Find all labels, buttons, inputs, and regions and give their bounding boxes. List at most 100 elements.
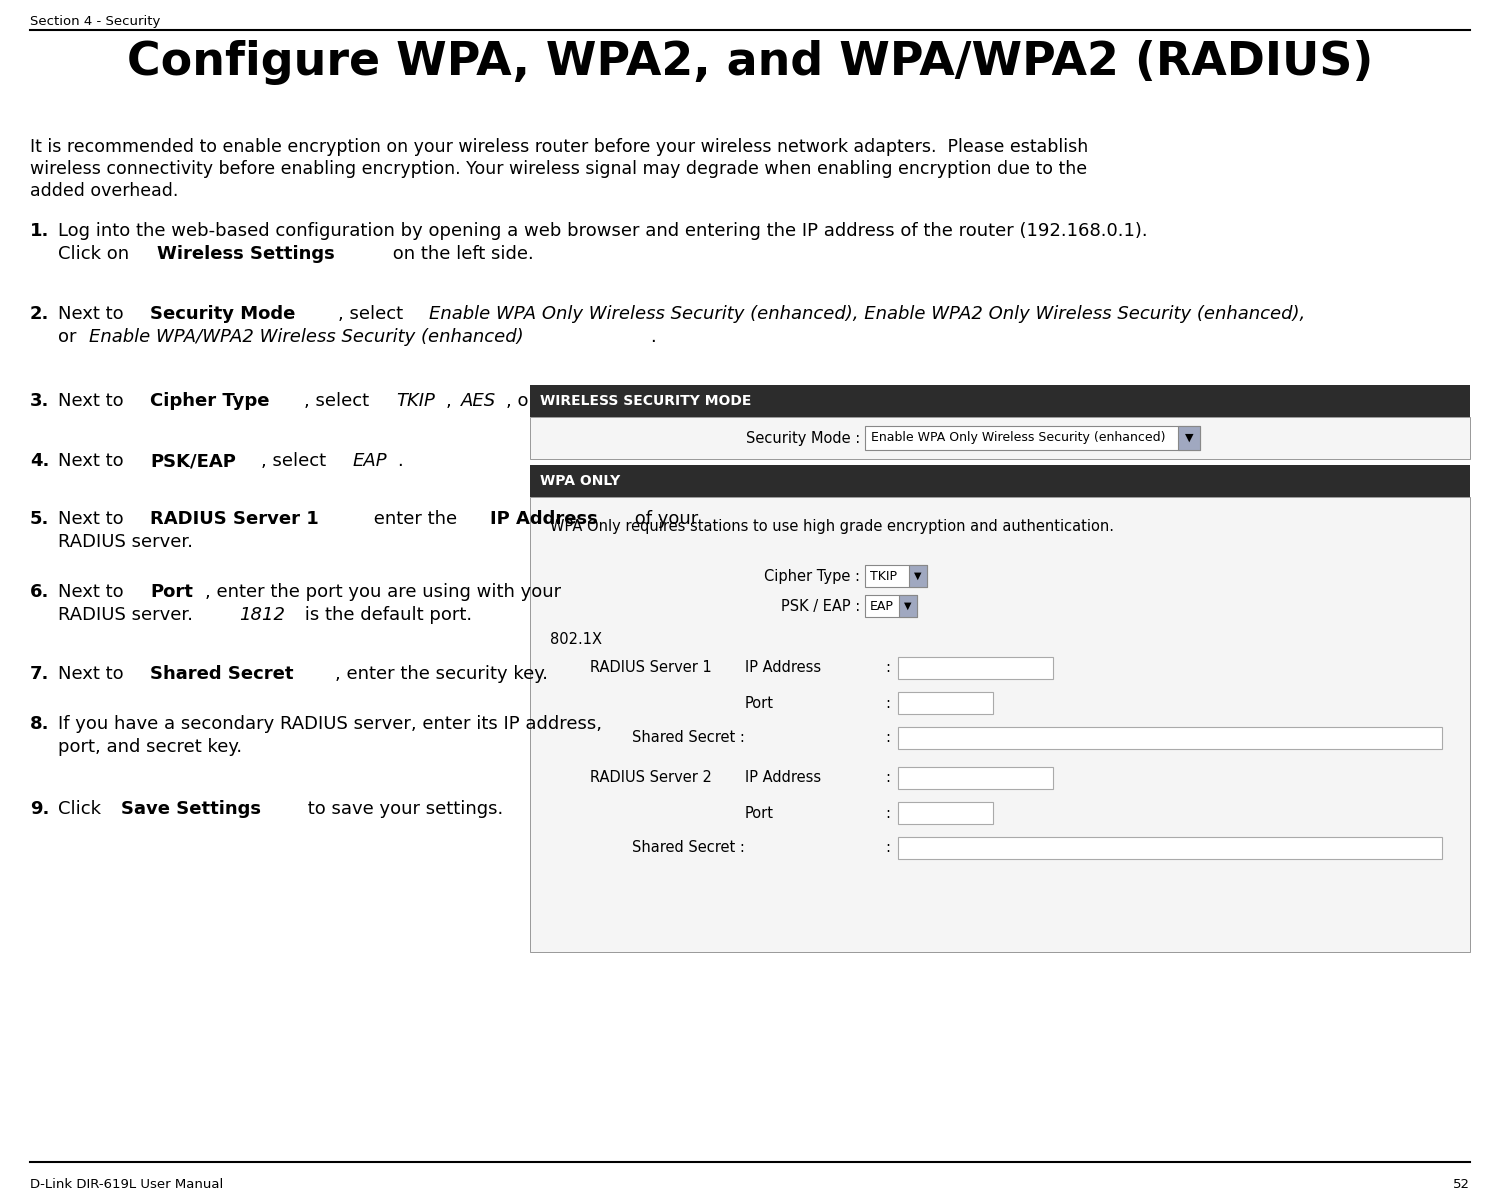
Text: 7.: 7. bbox=[30, 665, 50, 683]
Text: :: : bbox=[885, 840, 890, 856]
Text: EAP: EAP bbox=[870, 600, 894, 613]
Text: PSK / EAP :: PSK / EAP : bbox=[780, 598, 859, 614]
Text: :: : bbox=[885, 731, 890, 745]
Text: 4.: 4. bbox=[30, 452, 50, 470]
Text: Shared Secret :: Shared Secret : bbox=[632, 840, 746, 856]
Text: 802.1X: 802.1X bbox=[550, 632, 602, 647]
Text: Shared Secret: Shared Secret bbox=[150, 665, 294, 683]
Text: Next to: Next to bbox=[58, 392, 129, 410]
Text: ▼: ▼ bbox=[904, 601, 912, 611]
Bar bbox=[530, 417, 1470, 459]
Text: Port: Port bbox=[150, 583, 194, 601]
Text: WIRELESS SECURITY MODE: WIRELESS SECURITY MODE bbox=[540, 395, 752, 408]
Text: 5.: 5. bbox=[30, 510, 50, 528]
Text: is the default port.: is the default port. bbox=[298, 606, 472, 623]
Text: WPA Only requires stations to use high grade encryption and authentication.: WPA Only requires stations to use high g… bbox=[550, 519, 1114, 534]
Text: 2.: 2. bbox=[30, 305, 50, 323]
Text: Wireless Settings: Wireless Settings bbox=[158, 246, 334, 263]
Bar bbox=[898, 727, 1442, 749]
Text: PSK/EAP: PSK/EAP bbox=[150, 452, 236, 470]
Bar bbox=[898, 657, 1053, 679]
Text: :: : bbox=[885, 770, 890, 786]
Text: to save your settings.: to save your settings. bbox=[302, 800, 502, 818]
Text: Security Mode: Security Mode bbox=[150, 305, 296, 323]
Bar bbox=[898, 802, 993, 824]
Text: Next to: Next to bbox=[58, 510, 129, 528]
Text: Configure WPA, WPA2, and WPA/WPA2 (RADIUS): Configure WPA, WPA2, and WPA/WPA2 (RADIU… bbox=[128, 41, 1372, 85]
Text: ▼: ▼ bbox=[914, 571, 921, 581]
Text: TKIP: TKIP bbox=[870, 570, 897, 583]
Text: WPA ONLY: WPA ONLY bbox=[540, 474, 621, 488]
Text: Enable WPA Only Wireless Security (enhanced): Enable WPA Only Wireless Security (enhan… bbox=[871, 432, 1166, 445]
Text: IP Address: IP Address bbox=[746, 770, 821, 786]
Text: Log into the web-based configuration by opening a web browser and entering the I: Log into the web-based configuration by … bbox=[58, 222, 1148, 240]
Text: , enter the security key.: , enter the security key. bbox=[336, 665, 549, 683]
Bar bbox=[909, 565, 927, 586]
Text: , select: , select bbox=[261, 452, 332, 470]
Text: 6.: 6. bbox=[30, 583, 50, 601]
Text: Enable WPA/WPA2 Wireless Security (enhanced): Enable WPA/WPA2 Wireless Security (enhan… bbox=[90, 328, 524, 346]
Text: port, and secret key.: port, and secret key. bbox=[58, 738, 242, 756]
Text: enter the: enter the bbox=[368, 510, 462, 528]
Text: Cipher Type: Cipher Type bbox=[150, 392, 270, 410]
Text: added overhead.: added overhead. bbox=[30, 182, 178, 200]
Text: If you have a secondary RADIUS server, enter its IP address,: If you have a secondary RADIUS server, e… bbox=[58, 715, 602, 733]
Bar bbox=[865, 595, 916, 617]
Bar bbox=[1178, 426, 1200, 451]
Text: wireless connectivity before enabling encryption. Your wireless signal may degra: wireless connectivity before enabling en… bbox=[30, 160, 1088, 178]
Bar bbox=[865, 426, 1200, 451]
Bar bbox=[898, 693, 993, 714]
Text: .: . bbox=[650, 328, 656, 346]
Text: It is recommended to enable encryption on your wireless router before your wirel: It is recommended to enable encryption o… bbox=[30, 138, 1088, 156]
Text: ▼: ▼ bbox=[1185, 433, 1194, 443]
Text: TKIP: TKIP bbox=[396, 392, 435, 410]
Text: .: . bbox=[606, 392, 612, 410]
Text: Enable WPA Only Wireless Security (enhanced), Enable WPA2 Only Wireless Security: Enable WPA Only Wireless Security (enhan… bbox=[429, 305, 1305, 323]
Text: AES: AES bbox=[460, 392, 496, 410]
Text: Port: Port bbox=[746, 806, 774, 820]
Text: of your: of your bbox=[630, 510, 699, 528]
Text: Shared Secret :: Shared Secret : bbox=[632, 731, 746, 745]
Bar bbox=[530, 465, 1470, 497]
Text: D-Link DIR-619L User Manual: D-Link DIR-619L User Manual bbox=[30, 1178, 224, 1191]
Text: , enter the port you are using with your: , enter the port you are using with your bbox=[206, 583, 561, 601]
Text: ,: , bbox=[446, 392, 458, 410]
Text: 1.: 1. bbox=[30, 222, 50, 240]
Text: Cipher Type :: Cipher Type : bbox=[764, 569, 859, 584]
Text: RADIUS server.: RADIUS server. bbox=[58, 606, 198, 623]
Text: Auto: Auto bbox=[552, 392, 594, 410]
Text: 52: 52 bbox=[1454, 1178, 1470, 1191]
Text: IP Address: IP Address bbox=[490, 510, 598, 528]
Text: Next to: Next to bbox=[58, 583, 129, 601]
Text: RADIUS Server 1: RADIUS Server 1 bbox=[150, 510, 320, 528]
Text: , or: , or bbox=[506, 392, 542, 410]
Text: or: or bbox=[58, 328, 82, 346]
Text: Click: Click bbox=[58, 800, 106, 818]
Text: 1812: 1812 bbox=[240, 606, 285, 623]
Bar bbox=[898, 595, 916, 617]
Bar bbox=[865, 565, 927, 586]
Text: 9.: 9. bbox=[30, 800, 50, 818]
Bar bbox=[898, 837, 1442, 859]
Text: RADIUS server.: RADIUS server. bbox=[58, 533, 194, 551]
Text: Next to: Next to bbox=[58, 305, 129, 323]
Text: Section 4 - Security: Section 4 - Security bbox=[30, 15, 160, 27]
Text: Next to: Next to bbox=[58, 665, 129, 683]
Text: Port: Port bbox=[746, 695, 774, 710]
Bar bbox=[530, 497, 1470, 952]
Text: :: : bbox=[885, 806, 890, 820]
Text: Click on: Click on bbox=[58, 246, 135, 263]
Text: Save Settings: Save Settings bbox=[122, 800, 261, 818]
Text: 8.: 8. bbox=[30, 715, 50, 733]
Text: 3.: 3. bbox=[30, 392, 50, 410]
Text: Security Mode :: Security Mode : bbox=[746, 430, 859, 446]
Text: , select: , select bbox=[304, 392, 375, 410]
Text: :: : bbox=[885, 695, 890, 710]
Bar bbox=[530, 385, 1470, 417]
Bar bbox=[898, 766, 1053, 789]
Text: Next to: Next to bbox=[58, 452, 129, 470]
Text: , select: , select bbox=[338, 305, 408, 323]
Text: EAP: EAP bbox=[352, 452, 387, 470]
Text: RADIUS Server 1: RADIUS Server 1 bbox=[590, 660, 711, 676]
Text: RADIUS Server 2: RADIUS Server 2 bbox=[590, 770, 712, 786]
